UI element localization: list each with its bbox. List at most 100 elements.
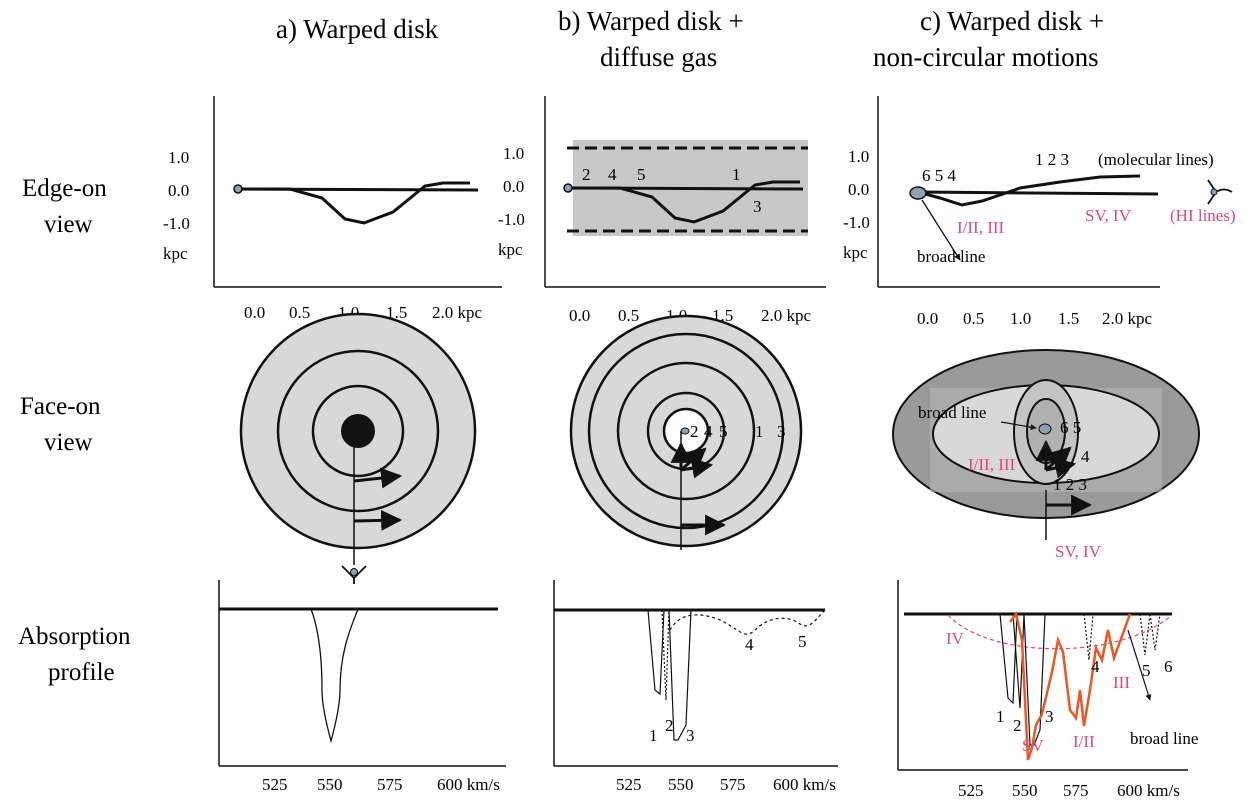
- b-edge-label-3: 3: [753, 197, 762, 216]
- c-y-unit: kpc: [843, 243, 868, 262]
- panel-b-edge-on: 1.0 0.0 -1.0 kpc 0.0 0.5 1.0 1.5 2.0 kpc…: [498, 96, 826, 325]
- b-nucleus: [680, 427, 690, 435]
- b-edge-label-1: 1: [732, 165, 741, 184]
- y-tick-0: 0.0: [168, 181, 189, 200]
- c-vel-tick-550: 550: [1012, 781, 1038, 800]
- title-b-line2: diffuse gas: [600, 42, 717, 72]
- b-y-tick-1: 1.0: [503, 144, 524, 163]
- c-edge-SV-IV: SV, IV: [1085, 206, 1132, 225]
- title-c-line1: c) Warped disk +: [920, 6, 1104, 36]
- c-face-65: 6 5: [1060, 418, 1081, 437]
- b-abs-label-5: 5: [798, 632, 807, 651]
- c-face-4: 4: [1081, 447, 1090, 466]
- a-profile: [310, 608, 359, 744]
- c-profile-4: [1083, 613, 1094, 661]
- b-y-unit: kpc: [498, 240, 523, 259]
- b-y-tick-m1: -1.0: [498, 210, 525, 229]
- c-y-tick-m1: -1.0: [843, 213, 870, 232]
- c-hi-lines: (HI lines): [1170, 206, 1236, 225]
- c-vel-tick-575: 575: [1063, 781, 1089, 800]
- c-edge-65-4: 6 5 4: [922, 166, 957, 185]
- b-vel-tick-550: 550: [668, 775, 694, 794]
- c-profile-orange: [1009, 611, 1132, 761]
- b-vel-tick-600: 600 km/s: [773, 775, 836, 794]
- c-edge-broad-line: broad line: [917, 247, 985, 266]
- c-profile-3: [1023, 613, 1046, 746]
- c-profile-1: [999, 613, 1018, 705]
- a-inner-ring: [311, 384, 405, 478]
- panel-c-absorption: IV III SV I/II 1 2 3 4 5 6 broad line 52…: [897, 580, 1198, 800]
- b-edge-label-5: 5: [637, 165, 646, 184]
- b-profile-3: [668, 609, 692, 741]
- c-abs-broad-line: broad line: [1130, 729, 1198, 748]
- c-abs-3: 3: [1045, 707, 1054, 726]
- b-x-tick-05: 0.5: [618, 306, 639, 325]
- c-abs-III: III: [1113, 673, 1130, 692]
- row-label-profile: profile: [48, 659, 115, 686]
- panel-b-absorption: 1 2 3 4 5 525 550 575 600 km/s: [553, 580, 838, 794]
- c-molecular-text: (molecular lines): [1098, 150, 1214, 169]
- c-profile-broad: [947, 614, 1173, 650]
- b-abs-label-2: 2: [665, 716, 674, 735]
- c-abs-I-II: I/II: [1073, 732, 1095, 751]
- b-face-label-1: 1: [755, 422, 764, 441]
- b-vel-tick-525: 525: [616, 775, 642, 794]
- row-label-edge-view: view: [44, 211, 93, 238]
- b-abs-label-4: 4: [745, 635, 754, 654]
- y-tick-m1: -1.0: [163, 214, 190, 233]
- c-x-tick-05: 0.5: [963, 309, 984, 328]
- title-c-line2: non-circular motions: [873, 42, 1099, 72]
- b-profile-2: [661, 609, 670, 701]
- b-ring-2: [587, 332, 785, 530]
- a-vel-tick-575: 575: [377, 775, 403, 794]
- b-profile-diffuse: [669, 609, 826, 635]
- c-face-I-II-III: I/II, III: [968, 455, 1016, 474]
- b-edge-label-2: 2: [582, 165, 591, 184]
- c-abs-6: 6: [1164, 657, 1173, 676]
- b-face-label-2: 2: [690, 422, 699, 441]
- c-nucleus: [1038, 423, 1052, 435]
- nucleus-dot: [233, 184, 243, 194]
- b-profile-1: [647, 609, 665, 696]
- b-nucleus-dot: [563, 183, 573, 193]
- y-tick-1: 1.0: [168, 148, 189, 167]
- c-profile-5: [1139, 613, 1151, 656]
- title-a: a) Warped disk: [276, 14, 439, 44]
- y-unit: kpc: [163, 244, 188, 263]
- c-vel-tick-600: 600 km/s: [1117, 781, 1180, 800]
- b-face-label-4: 4: [704, 422, 713, 441]
- panel-c-edge-on: 1.0 0.0 -1.0 kpc 0.0 0.5 1.0 1.5 2.0 kpc…: [843, 96, 1236, 328]
- panel-a-edge-on: 1.0 0.0 -1.0 kpc 0.0 0.5 1.0 1.5 2.0 kpc: [163, 96, 502, 322]
- c-abs-1: 1: [996, 707, 1005, 726]
- c-y-tick-1: 1.0: [848, 147, 869, 166]
- b-y-tick-0: 0.0: [503, 177, 524, 196]
- title-b-line1: b) Warped disk +: [558, 6, 744, 36]
- panel-c-face-on: broad line 6 5 4 1 2 3 I/II, III SV, IV: [892, 349, 1200, 561]
- observer-eye-icon: [341, 565, 367, 584]
- panel-a-face-on: [239, 312, 477, 584]
- c-face-broad-line: broad line: [918, 403, 986, 422]
- b-face-label-3: 3: [777, 422, 786, 441]
- c-y-tick-0: 0.0: [848, 180, 869, 199]
- c-face-SV-IV: SV, IV: [1055, 542, 1102, 561]
- x-tick-05: 0.5: [289, 303, 310, 322]
- c-abs-5: 5: [1142, 661, 1151, 680]
- c-abs-IV: IV: [946, 629, 965, 648]
- b-abs-label-3: 3: [686, 726, 695, 745]
- row-label-face-view: view: [44, 429, 93, 456]
- b-ring-3: [616, 361, 756, 501]
- b-x-tick-20: 2.0 kpc: [761, 306, 812, 325]
- c-nucleus-ellipse: [909, 186, 927, 200]
- c-abs-4: 4: [1091, 657, 1100, 676]
- a-vel-tick-525: 525: [262, 775, 288, 794]
- c-molecular-numbers: 1 2 3: [1035, 150, 1069, 169]
- row-label-edge-on: Edge-on: [22, 175, 107, 202]
- x-tick-0: 0.0: [244, 303, 265, 322]
- c-x-tick-10: 1.0: [1010, 309, 1031, 328]
- panel-b-face-on: 2 4 5 1 3: [569, 314, 803, 550]
- c-x-tick-15: 1.5: [1058, 309, 1079, 328]
- x-tick-20: 2.0 kpc: [432, 303, 483, 322]
- panel-a-absorption: 525 550 575 600 km/s: [218, 580, 506, 794]
- a-vel-tick-550: 550: [317, 775, 343, 794]
